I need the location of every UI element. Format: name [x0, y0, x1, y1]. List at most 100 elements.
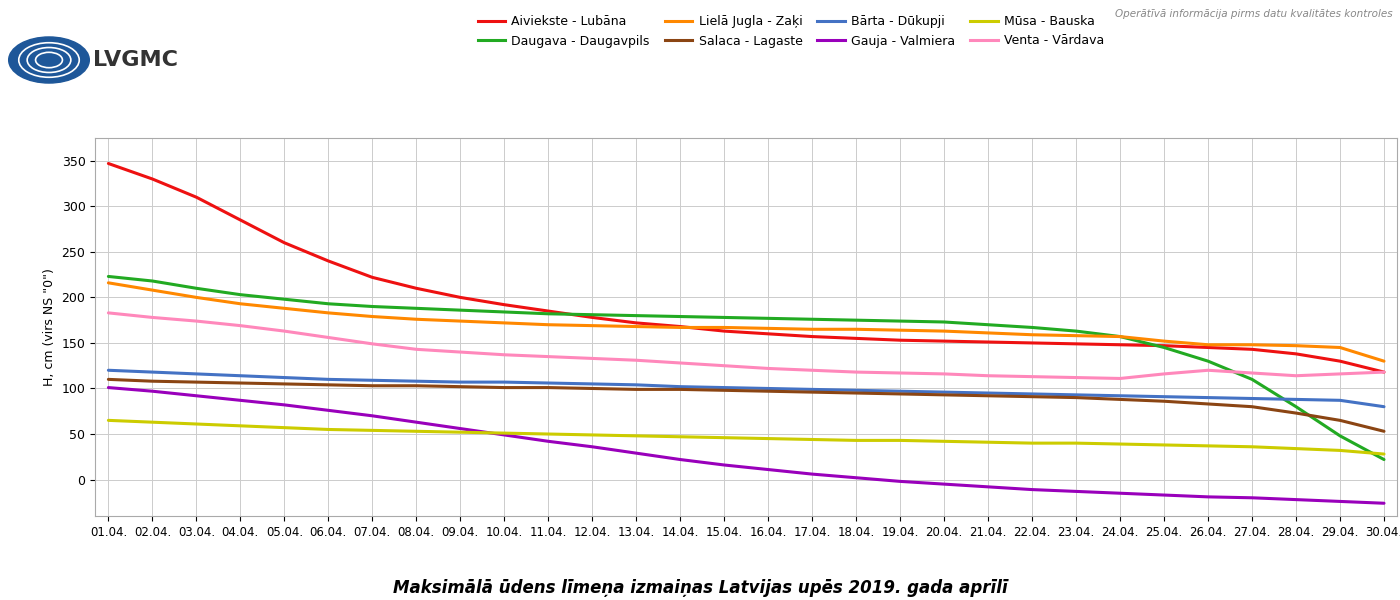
Aiviekste - Lubāna: [760, 330, 777, 337]
Daugava - Daugavpils: [584, 311, 601, 319]
Lielā Jugla - Zaķi: [1243, 341, 1260, 349]
Venta - Vārdava: [540, 353, 557, 360]
Aiviekste - Lubāna: [1023, 340, 1040, 347]
Lielā Jugla - Zaķi: [1068, 332, 1085, 339]
Text: Operātīvā informācija pirms datu kvalitātes kontroles: Operātīvā informācija pirms datu kvalitā…: [1116, 9, 1393, 19]
Salaca - Lagaste: [321, 381, 337, 388]
Venta - Vārdava: [627, 356, 644, 364]
Gauja - Valmiera: [627, 449, 644, 457]
Venta - Vārdava: [144, 314, 161, 321]
Lielā Jugla - Zaķi: [672, 324, 689, 331]
Venta - Vārdava: [672, 359, 689, 367]
Daugava - Daugavpils: [232, 291, 249, 298]
Mūsa - Bauska: [540, 430, 557, 437]
Aiviekste - Lubāna: [892, 337, 909, 344]
Bārta - Dūkupji: [980, 389, 997, 397]
Lielā Jugla - Zaķi: [760, 325, 777, 332]
Mūsa - Bauska: [1068, 440, 1085, 447]
Salaca - Lagaste: [627, 386, 644, 393]
Line: Mūsa - Bauska: Mūsa - Bauska: [108, 421, 1385, 454]
Mūsa - Bauska: [407, 428, 424, 435]
Venta - Vārdava: [935, 370, 952, 377]
Bārta - Dūkupji: [321, 376, 337, 383]
Bārta - Dūkupji: [1200, 394, 1217, 401]
Lielā Jugla - Zaķi: [715, 324, 732, 331]
Lielā Jugla - Zaķi: [144, 287, 161, 294]
Lielā Jugla - Zaķi: [980, 329, 997, 337]
Lielā Jugla - Zaķi: [804, 326, 820, 333]
Venta - Vārdava: [1331, 370, 1348, 377]
Salaca - Lagaste: [760, 388, 777, 395]
Mūsa - Bauska: [1243, 443, 1260, 451]
Venta - Vārdava: [496, 351, 512, 358]
Bārta - Dūkupji: [1155, 393, 1172, 400]
Venta - Vārdava: [892, 370, 909, 377]
Lielā Jugla - Zaķi: [1331, 344, 1348, 351]
Gauja - Valmiera: [540, 438, 557, 445]
Bārta - Dūkupji: [407, 377, 424, 385]
Aiviekste - Lubāna: [848, 335, 865, 342]
Venta - Vārdava: [1288, 372, 1305, 379]
Daugava - Daugavpils: [188, 284, 204, 292]
Gauja - Valmiera: [99, 384, 116, 391]
Aiviekste - Lubāna: [540, 307, 557, 314]
Bārta - Dūkupji: [1288, 396, 1305, 403]
Aiviekste - Lubāna: [232, 217, 249, 224]
Bārta - Dūkupji: [892, 388, 909, 395]
Salaca - Lagaste: [276, 380, 293, 388]
Gauja - Valmiera: [364, 412, 381, 419]
Mūsa - Bauska: [364, 427, 381, 434]
Line: Aiviekste - Lubāna: Aiviekste - Lubāna: [108, 164, 1385, 372]
Mūsa - Bauska: [99, 417, 116, 424]
Gauja - Valmiera: [1376, 500, 1393, 507]
Lielā Jugla - Zaķi: [1155, 338, 1172, 345]
Venta - Vārdava: [321, 334, 337, 341]
Lielā Jugla - Zaķi: [935, 328, 952, 335]
Bārta - Dūkupji: [848, 387, 865, 394]
Venta - Vārdava: [848, 368, 865, 376]
Bārta - Dūkupji: [760, 385, 777, 392]
Bārta - Dūkupji: [452, 379, 469, 386]
Aiviekste - Lubāna: [188, 194, 204, 201]
Daugava - Daugavpils: [1331, 432, 1348, 439]
Daugava - Daugavpils: [935, 319, 952, 326]
Daugava - Daugavpils: [144, 277, 161, 284]
Line: Lielā Jugla - Zaķi: Lielā Jugla - Zaķi: [108, 283, 1385, 361]
Lielā Jugla - Zaķi: [99, 279, 116, 286]
Bārta - Dūkupji: [364, 377, 381, 384]
Mūsa - Bauska: [584, 431, 601, 439]
Salaca - Lagaste: [848, 389, 865, 397]
Daugava - Daugavpils: [1112, 333, 1128, 340]
Salaca - Lagaste: [804, 389, 820, 396]
Text: Maksimālā ūdens līmeņa izmaiņas Latvijas upēs 2019. gada aprīlī: Maksimālā ūdens līmeņa izmaiņas Latvijas…: [392, 579, 1008, 597]
Bārta - Dūkupji: [276, 374, 293, 381]
Daugava - Daugavpils: [672, 313, 689, 320]
Aiviekste - Lubāna: [1376, 368, 1393, 376]
Aiviekste - Lubāna: [584, 314, 601, 321]
Lielā Jugla - Zaķi: [364, 313, 381, 320]
Gauja - Valmiera: [935, 481, 952, 488]
Gauja - Valmiera: [1243, 494, 1260, 502]
Daugava - Daugavpils: [540, 310, 557, 317]
Bārta - Dūkupji: [540, 379, 557, 386]
Gauja - Valmiera: [1112, 490, 1128, 497]
Aiviekste - Lubāna: [1331, 358, 1348, 365]
Daugava - Daugavpils: [99, 273, 116, 280]
Daugava - Daugavpils: [321, 300, 337, 307]
Mūsa - Bauska: [1112, 440, 1128, 448]
Bārta - Dūkupji: [1331, 397, 1348, 404]
Line: Venta - Vārdava: Venta - Vārdava: [108, 313, 1385, 379]
Venta - Vārdava: [1023, 373, 1040, 380]
Daugava - Daugavpils: [364, 303, 381, 310]
Gauja - Valmiera: [144, 388, 161, 395]
Aiviekste - Lubāna: [1068, 340, 1085, 347]
Daugava - Daugavpils: [276, 296, 293, 303]
Mūsa - Bauska: [760, 435, 777, 442]
Bārta - Dūkupji: [496, 379, 512, 386]
Aiviekste - Lubāna: [715, 328, 732, 335]
Daugava - Daugavpils: [1376, 456, 1393, 463]
Mūsa - Bauska: [848, 437, 865, 444]
Salaca - Lagaste: [496, 384, 512, 391]
Aiviekste - Lubāna: [364, 274, 381, 281]
Bārta - Dūkupji: [99, 367, 116, 374]
